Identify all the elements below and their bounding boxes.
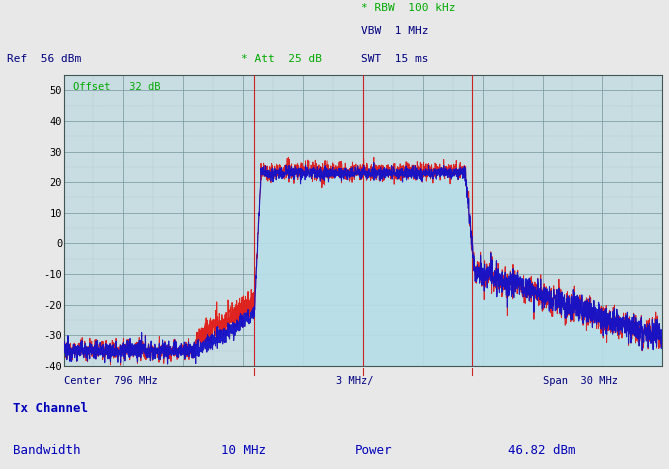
Text: 46.82 dBm: 46.82 dBm <box>508 444 576 456</box>
Text: SWT  15 ms: SWT 15 ms <box>361 54 429 64</box>
Text: Power: Power <box>355 444 392 456</box>
Text: Center  796 MHz: Center 796 MHz <box>64 376 157 386</box>
Text: Ref  56 dBm: Ref 56 dBm <box>7 54 81 64</box>
Text: Offset   32 dB: Offset 32 dB <box>72 83 160 92</box>
Text: 3 MHz/: 3 MHz/ <box>336 376 373 386</box>
Text: Span  30 MHz: Span 30 MHz <box>543 376 617 386</box>
Text: * Att  25 dB: * Att 25 dB <box>241 54 322 64</box>
Text: Tx Channel: Tx Channel <box>13 402 88 415</box>
Text: 10 MHz: 10 MHz <box>221 444 266 456</box>
Text: VBW  1 MHz: VBW 1 MHz <box>361 26 429 36</box>
Text: Bandwidth: Bandwidth <box>13 444 81 456</box>
Text: * RBW  100 kHz: * RBW 100 kHz <box>361 3 456 13</box>
